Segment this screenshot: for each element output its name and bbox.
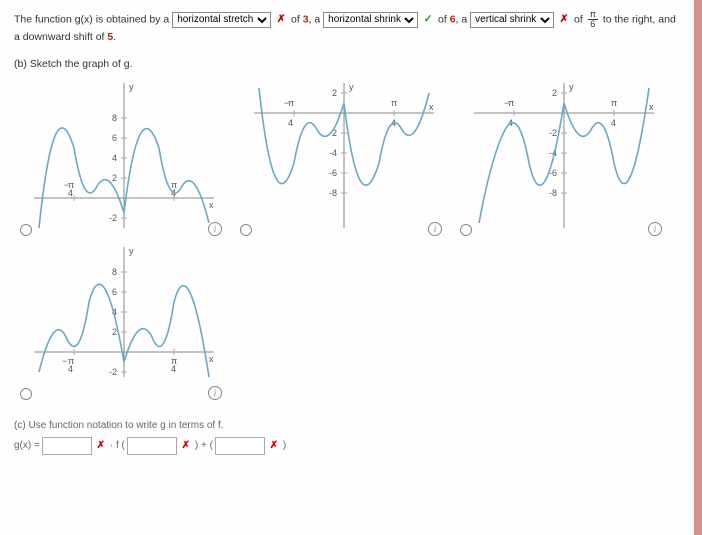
svg-text:π: π xyxy=(611,98,617,108)
svg-text:4: 4 xyxy=(171,364,176,374)
x-icon: ✗ xyxy=(179,440,193,451)
svg-text:2: 2 xyxy=(332,88,337,98)
x-icon: ✗ xyxy=(557,11,571,28)
svg-text:-6: -6 xyxy=(329,168,337,178)
svg-text:8: 8 xyxy=(112,113,117,123)
graph-option-3: y x 2 -2 -4 -6 -8 − π 4 π 4 i xyxy=(464,78,664,238)
transform-1-select[interactable]: horizontal stretch xyxy=(172,12,271,28)
x-icon: ✗ xyxy=(274,11,288,28)
svg-text:-2: -2 xyxy=(549,128,557,138)
transformation-prompt: The function g(x) is obtained by a horiz… xyxy=(14,10,680,46)
svg-text:y: y xyxy=(349,82,354,92)
svg-text:2: 2 xyxy=(112,173,117,183)
graph-1-svg: y x 8 6 4 2 -2 − π 4 π 4 xyxy=(24,78,224,233)
svg-text:y: y xyxy=(569,82,574,92)
info-icon[interactable]: i xyxy=(428,222,442,236)
function-notation-row: g(x) = ✗ · f ( ✗ ) + ( ✗ ) xyxy=(14,437,680,455)
svg-text:6: 6 xyxy=(112,287,117,297)
x-icon: ✗ xyxy=(94,440,108,451)
svg-text:y: y xyxy=(129,246,134,256)
graph-option-4: y x 8 6 4 2 -2 π 4 − π 4 i xyxy=(24,242,224,402)
svg-text:π: π xyxy=(508,98,514,108)
svg-text:-8: -8 xyxy=(329,188,337,198)
svg-text:-8: -8 xyxy=(549,188,557,198)
fn-lhs: g(x) = xyxy=(14,440,40,451)
fn-box-3[interactable] xyxy=(215,437,265,455)
svg-text:4: 4 xyxy=(112,153,117,163)
svg-text:2: 2 xyxy=(112,327,117,337)
graphs-grid: y x 8 6 4 2 -2 − π 4 π 4 i xyxy=(24,78,680,402)
graph-option-1: y x 8 6 4 2 -2 − π 4 π 4 i xyxy=(24,78,224,238)
svg-text:8: 8 xyxy=(112,267,117,277)
svg-text:π: π xyxy=(288,98,294,108)
graph-3-radio[interactable] xyxy=(460,224,472,236)
fn-box-1[interactable] xyxy=(42,437,92,455)
part-b-label: (b) Sketch the graph of g. xyxy=(14,58,680,70)
graph-4-radio[interactable] xyxy=(20,388,32,400)
svg-text:-2: -2 xyxy=(109,367,117,377)
info-icon[interactable]: i xyxy=(208,386,222,400)
svg-text:x: x xyxy=(429,102,434,112)
svg-text:2: 2 xyxy=(552,88,557,98)
svg-text:−: − xyxy=(62,356,67,366)
graph-2-radio[interactable] xyxy=(240,224,252,236)
svg-text:4: 4 xyxy=(68,188,73,198)
svg-text:π: π xyxy=(391,98,397,108)
graph-4-svg: y x 8 6 4 2 -2 π 4 − π 4 xyxy=(24,242,224,382)
transform-3-select[interactable]: vertical shrink xyxy=(470,12,554,28)
svg-text:4: 4 xyxy=(611,118,616,128)
svg-text:4: 4 xyxy=(68,364,73,374)
transform-2-select[interactable]: horizontal shrink xyxy=(323,12,418,28)
prompt-intro: The function g(x) is obtained by a xyxy=(14,13,169,25)
svg-text:6: 6 xyxy=(112,133,117,143)
graph-option-2: y x -2 -4 -6 -8 2 − π 4 π 4 i xyxy=(244,78,444,238)
info-icon[interactable]: i xyxy=(208,222,222,236)
check-icon: ✓ xyxy=(421,11,435,28)
x-icon: ✗ xyxy=(267,440,281,451)
svg-text:-4: -4 xyxy=(329,148,337,158)
svg-text:y: y xyxy=(129,82,134,92)
fraction-pi-6: π 6 xyxy=(588,10,598,29)
part-c-label: (c) Use function notation to write g in … xyxy=(14,420,680,431)
svg-text:x: x xyxy=(209,354,214,364)
svg-text:x: x xyxy=(209,200,214,210)
svg-text:x: x xyxy=(649,102,654,112)
graph-1-radio[interactable] xyxy=(20,224,32,236)
graph-3-svg: y x 2 -2 -4 -6 -8 − π 4 π 4 xyxy=(464,78,664,233)
fn-box-2[interactable] xyxy=(127,437,177,455)
page-container: The function g(x) is obtained by a horiz… xyxy=(0,0,702,535)
info-icon[interactable]: i xyxy=(648,222,662,236)
svg-text:4: 4 xyxy=(288,118,293,128)
graph-2-svg: y x -2 -4 -6 -8 2 − π 4 π 4 xyxy=(244,78,444,233)
svg-text:-2: -2 xyxy=(109,213,117,223)
